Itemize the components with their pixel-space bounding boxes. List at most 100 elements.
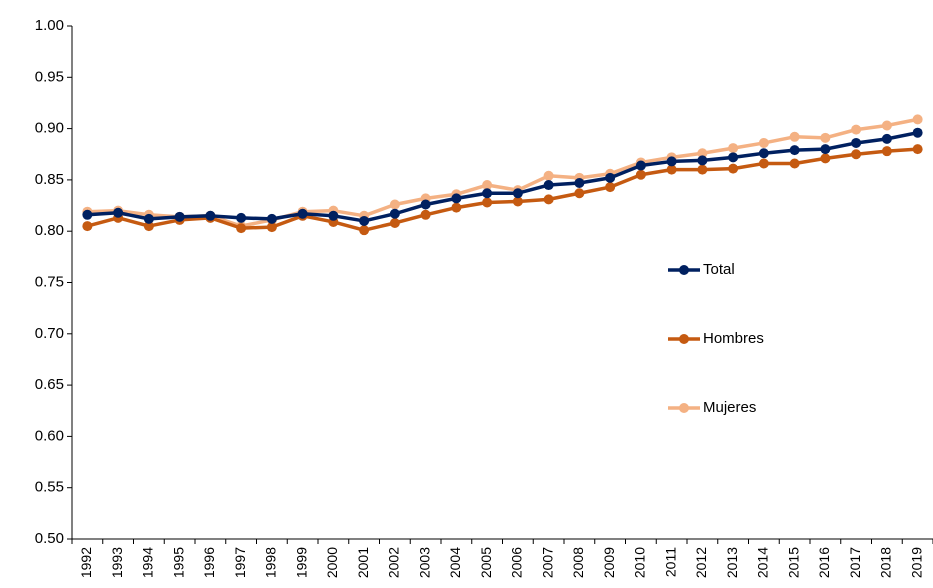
legend-marker [679, 403, 689, 413]
y-tick-label: 1.00 [35, 17, 64, 34]
marker [697, 164, 708, 175]
x-tick-label: 2008 [570, 547, 586, 578]
series-line [87, 117, 918, 228]
marker [512, 188, 523, 199]
marker [820, 144, 831, 155]
marker [574, 188, 585, 199]
series-line [86, 147, 918, 232]
legend-item: Mujeres [668, 399, 756, 416]
marker [205, 210, 216, 221]
x-tick-label: 2011 [662, 547, 678, 577]
marker [666, 156, 677, 167]
marker [666, 164, 677, 175]
marker [482, 180, 493, 191]
x-tick-label: 2016 [816, 547, 832, 578]
y-tick-label: 0.65 [35, 376, 64, 393]
marker [728, 163, 739, 174]
marker [143, 213, 154, 224]
marker [851, 137, 862, 148]
x-tick-label: 1994 [140, 547, 156, 578]
marker [851, 124, 862, 135]
marker [605, 182, 616, 193]
x-tick-label: 2015 [785, 547, 801, 578]
legend-item: Hombres [668, 330, 764, 347]
x-tick-label: 2003 [416, 547, 432, 578]
marker [635, 169, 646, 180]
marker [451, 193, 462, 204]
marker [543, 170, 554, 181]
marker [174, 211, 185, 222]
legend-label: Total [703, 261, 735, 278]
marker [420, 199, 431, 210]
marker [266, 222, 277, 233]
x-tick-label: 2012 [693, 547, 709, 578]
y-tick-label: 0.90 [35, 120, 64, 137]
marker [912, 114, 923, 125]
marker [82, 209, 93, 220]
series-line [87, 130, 918, 223]
x-tick-label: 2004 [447, 547, 463, 578]
marker [789, 145, 800, 156]
legend-label: Mujeres [703, 399, 756, 416]
y-tick-label: 0.50 [35, 530, 64, 547]
marker [881, 133, 892, 144]
x-tick-label: 2006 [509, 547, 525, 578]
x-tick-label: 2001 [355, 547, 371, 578]
marker [389, 199, 400, 210]
marker [851, 149, 862, 160]
marker [605, 172, 616, 183]
marker [543, 180, 554, 191]
x-tick-label: 1996 [201, 547, 217, 578]
marker [359, 225, 370, 236]
legend-label: Hombres [703, 330, 764, 347]
marker [881, 120, 892, 131]
marker [359, 215, 370, 226]
marker [82, 221, 93, 232]
marker [543, 194, 554, 205]
x-tick-label: 2009 [601, 547, 617, 578]
marker [236, 212, 247, 223]
x-tick-label: 1993 [109, 547, 125, 578]
legend-marker [679, 265, 689, 275]
marker [420, 209, 431, 220]
x-tick-label: 2018 [878, 547, 894, 578]
marker [389, 217, 400, 228]
legend-marker [679, 334, 689, 344]
x-tick-label: 2013 [724, 547, 740, 578]
marker [451, 202, 462, 213]
y-tick-label: 0.75 [35, 273, 64, 290]
series [82, 144, 923, 236]
y-tick-label: 0.85 [35, 171, 64, 188]
marker [881, 146, 892, 157]
x-tick-label: 2010 [632, 547, 648, 578]
y-tick-label: 0.95 [35, 68, 64, 85]
x-tick-label: 2002 [386, 547, 402, 578]
x-tick-label: 2005 [478, 547, 494, 578]
y-tick-label: 0.70 [35, 325, 64, 342]
y-tick-label: 0.60 [35, 427, 64, 444]
marker [389, 208, 400, 219]
x-tick-label: 2014 [755, 547, 771, 578]
marker [328, 210, 339, 221]
x-tick-label: 1997 [232, 547, 248, 578]
series [82, 127, 923, 226]
x-tick-label: 1992 [78, 547, 94, 578]
marker [635, 160, 646, 171]
marker [789, 158, 800, 169]
marker [728, 143, 739, 154]
marker [697, 148, 708, 159]
x-tick-label: 2007 [539, 547, 555, 578]
marker [113, 207, 124, 218]
marker [912, 127, 923, 138]
marker [912, 144, 923, 155]
marker [820, 132, 831, 143]
marker [143, 221, 154, 232]
marker [758, 158, 769, 169]
marker [758, 137, 769, 148]
y-tick-label: 0.55 [35, 479, 64, 496]
marker [482, 188, 493, 199]
x-tick-label: 1999 [293, 547, 309, 578]
x-tick-label: 2000 [324, 547, 340, 578]
marker [236, 223, 247, 234]
